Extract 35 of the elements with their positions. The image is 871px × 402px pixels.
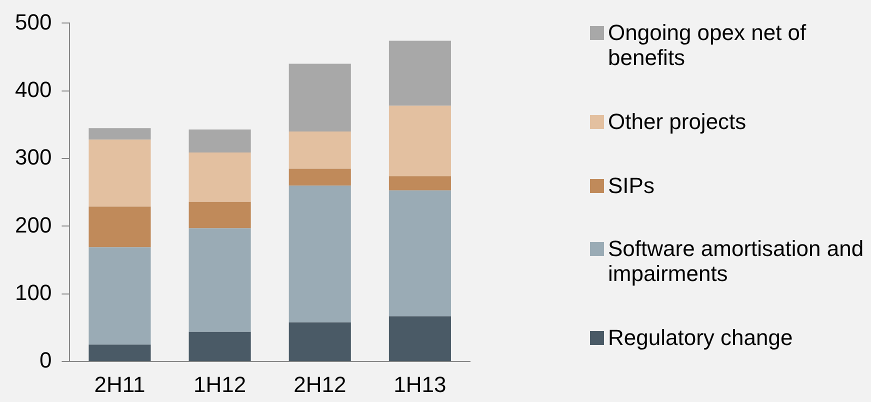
y-tick-label: 0 [39,348,52,373]
bar [88,140,151,207]
bar [288,168,351,186]
legend-label: Software amortisation and impairments [608,236,865,286]
x-tick-label: 2H12 [294,372,346,397]
bar [88,247,151,345]
y-tick-label: 400 [14,76,52,102]
bar [188,129,251,152]
bar [388,176,451,190]
legend-label: SIPs [608,172,654,198]
bar [288,322,351,362]
x-tick-label: 1H12 [194,372,246,397]
y-tick-label: 300 [14,144,52,170]
bar [188,332,251,362]
legend-label: Regulatory change [608,325,793,350]
bar [188,152,251,202]
x-tick-label: 2H11 [94,372,146,397]
bar [288,186,351,322]
y-tick-label: 500 [14,9,52,34]
bar [288,131,351,169]
y-tick-label: 100 [14,280,52,305]
bar [388,40,451,106]
y-tick-label: 200 [14,212,52,238]
bar [388,106,451,176]
bar [88,344,151,362]
bar [288,64,351,132]
bar [88,206,151,248]
bar [88,128,151,140]
legend-label: Ongoing opex net of benefits [608,20,808,70]
bar [188,228,251,332]
bar [388,190,451,316]
bar [388,316,451,362]
legend-label: Other projects [608,108,746,134]
x-tick-label: 1H13 [394,372,446,397]
bar [188,202,251,228]
